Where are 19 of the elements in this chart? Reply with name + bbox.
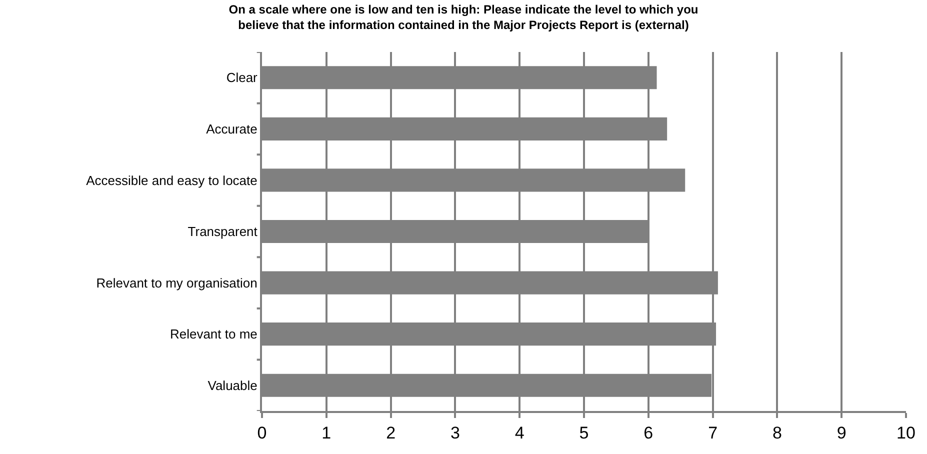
x-tick-label: 0 — [257, 423, 267, 442]
x-tick-label: 2 — [386, 423, 396, 442]
x-tick-label: 9 — [836, 423, 846, 442]
x-tick-label: 10 — [896, 423, 916, 442]
y-tick-label: Relevant to my organisation — [96, 275, 258, 290]
y-tick-label: Relevant to me — [170, 326, 258, 342]
x-tick-label: 8 — [772, 423, 782, 442]
x-tick-label: 1 — [322, 423, 332, 442]
y-tick-label: Accessible and easy to locate — [86, 172, 258, 188]
x-tick-label: 6 — [644, 423, 654, 442]
chart-title: On a scale where one is low and ten is high: Please indicate the level to which you believe that the information contained in the Major Projects Report is (external) — [228, 2, 698, 32]
y-tick-label: Clear — [226, 70, 258, 86]
y-tick-label: Accurate — [206, 121, 258, 136]
x-tick-label: 3 — [450, 423, 460, 442]
y-tick-label: Transparent — [188, 224, 258, 240]
x-tick-label: 7 — [708, 423, 718, 442]
x-tick-label: 5 — [579, 423, 589, 442]
x-tick-label: 4 — [514, 423, 524, 442]
y-tick-label: Valuable — [208, 378, 258, 393]
